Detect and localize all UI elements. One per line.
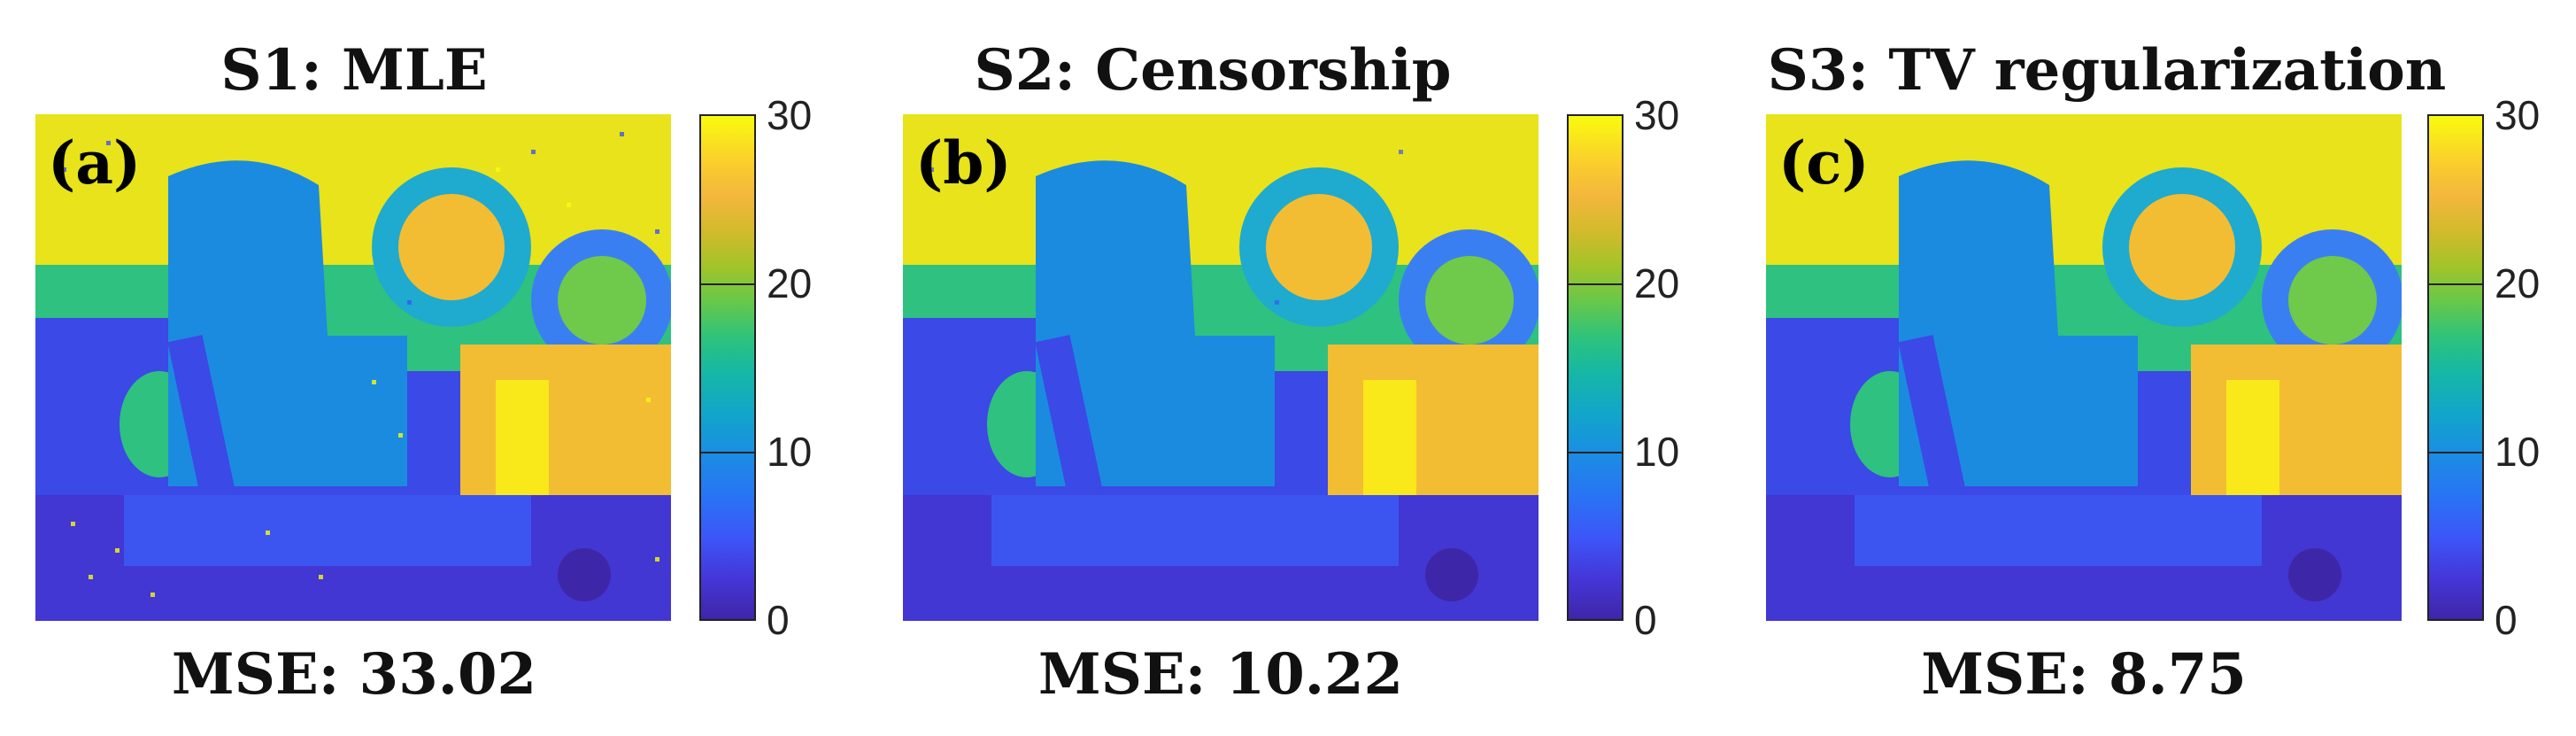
colorbar-tick [699,452,756,453]
colorbar-tick-label: 0 [1634,597,1657,643]
colorbar-tick-label: 20 [767,260,813,306]
colorbar-tick-label: 0 [767,597,790,643]
colorbar-tick-label: 0 [2495,597,2518,643]
panel-tag: (a) [48,128,142,198]
colorbar-tick [1567,283,1623,285]
colorbar-tick-label: 10 [1634,429,1680,475]
colorbar-tick [2427,114,2484,116]
mse-label: MSE: 33.02 [171,641,537,708]
depth-map-image: (a) [35,114,671,621]
colorbar-tick [2427,283,2484,285]
colorbar-tick [699,619,756,621]
mse-label: MSE: 10.22 [1037,641,1404,708]
colorbar-tick [2427,619,2484,621]
mse-label: MSE: 8.75 [1921,641,2247,708]
colorbar-tick-label: 10 [2495,429,2541,475]
panel-title: S3: TV regularization [1767,37,2447,104]
panel-tag: (c) [1778,128,1870,198]
depth-map-image: (c) [1766,114,2402,621]
colorbar-tick [1567,114,1623,116]
colorbar-tick-label: 30 [2495,92,2541,138]
colorbar-tick [1567,619,1623,621]
depth-map-image: (b) [903,114,1539,621]
colorbar [2427,114,2484,621]
colorbar-tick-label: 20 [2495,260,2541,306]
colorbar [1567,114,1623,621]
panel-title: S1: MLE [220,37,488,104]
colorbar [699,114,756,621]
colorbar-tick-label: 30 [767,92,813,138]
colorbar-tick-label: 10 [767,429,813,475]
panel-tag: (b) [915,128,1012,198]
panel-title: S2: Censorship [974,37,1452,104]
colorbar-tick-label: 30 [1634,92,1680,138]
colorbar-tick [1567,452,1623,453]
colorbar-tick-label: 20 [1634,260,1680,306]
colorbar-tick [699,114,756,116]
colorbar-tick [699,283,756,285]
colorbar-tick [2427,452,2484,453]
